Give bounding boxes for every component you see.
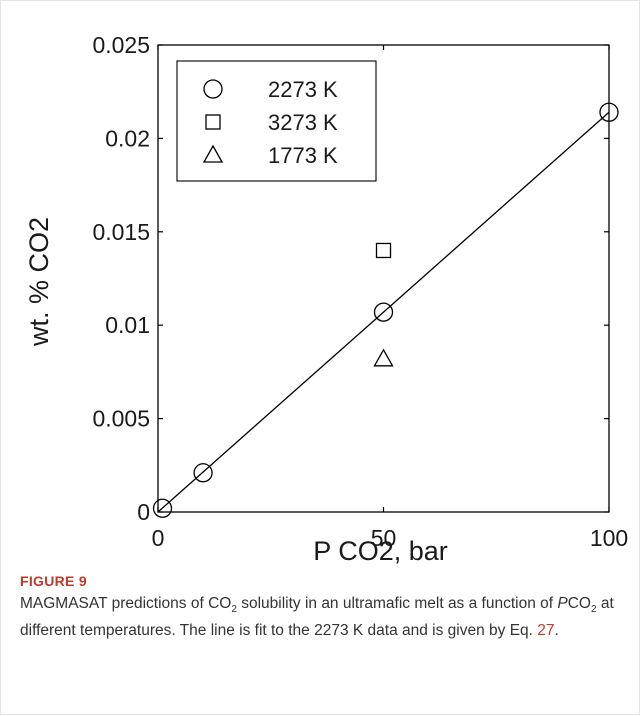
y-tick-label: 0.015	[92, 219, 150, 245]
caption-part: .	[554, 622, 559, 640]
caption-subscript: 2	[231, 604, 237, 616]
caption-part: MAGMASAT predictions of CO	[20, 595, 232, 612]
data-point-circle	[373, 302, 394, 322]
y-axis-label: wt. % CO2	[24, 217, 54, 347]
data-point-circle	[599, 102, 619, 122]
figure-label: FIGURE 9	[20, 573, 87, 589]
x-tick-label: 100	[590, 525, 628, 551]
x-tick-label: 0	[152, 525, 165, 551]
legend-label: 2273 K	[268, 77, 338, 102]
caption-italic: P	[557, 595, 568, 612]
chart: 0 50 100 0 0.005 0.01 0.015 0.02 0.025 P CO2, bar…	[24, 32, 628, 566]
y-tick-label: 0.005	[92, 406, 150, 432]
equation-link[interactable]: 27	[537, 622, 555, 640]
legend-marker-circle	[203, 79, 223, 99]
caption-text: MAGMASAT predictions of CO2 solubility i…	[20, 593, 625, 641]
legend-label: 1773 K	[268, 143, 338, 168]
data-point-square	[375, 242, 392, 259]
caption-subscript: 2	[590, 604, 597, 616]
caption-part: CO	[567, 595, 591, 612]
x-tick-label: 50	[371, 525, 397, 551]
y-tick-label: 0.02	[105, 125, 150, 151]
legend-label: 3273 K	[268, 110, 338, 135]
y-tick-label: 0.01	[105, 312, 150, 338]
figure-caption: FIGURE 9 MAGMASAT predictions of CO2 sol…	[20, 573, 625, 641]
y-tick-label: 0	[137, 499, 150, 525]
data-point-triangle	[373, 348, 394, 367]
legend-marker-square	[205, 114, 221, 130]
data-point-circle	[193, 463, 213, 483]
caption-part: at different temperatures. The line is f…	[20, 595, 614, 640]
legend-marker-triangle	[202, 144, 224, 163]
caption-part: solubility in an ultramafic melt as a fu…	[236, 595, 558, 612]
fit-line	[157, 111, 610, 513]
x-axis-label: P CO2, bar	[313, 536, 448, 566]
y-tick-label: 0.025	[92, 32, 150, 58]
data-point-circle	[152, 498, 173, 518]
